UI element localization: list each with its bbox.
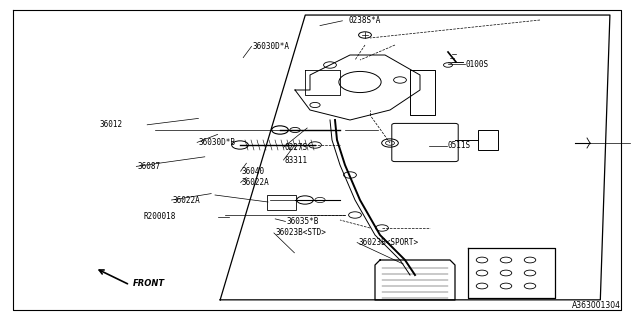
Text: R200018: R200018	[144, 212, 177, 221]
Text: 0227S: 0227S	[285, 143, 308, 152]
Text: FRONT: FRONT	[133, 278, 165, 287]
Text: 36087: 36087	[138, 162, 161, 171]
Text: 0100S: 0100S	[466, 60, 489, 68]
Text: 36022A: 36022A	[173, 196, 200, 204]
Bar	[478, 130, 498, 150]
Text: 36040: 36040	[242, 167, 265, 176]
Text: 36030D*B: 36030D*B	[198, 138, 236, 147]
Text: 0238S*A: 0238S*A	[349, 16, 381, 25]
Text: 36023B<SPORT>: 36023B<SPORT>	[358, 238, 419, 247]
Text: 36022A: 36022A	[242, 178, 269, 187]
Text: 0511S: 0511S	[448, 141, 471, 150]
Text: 83311: 83311	[285, 156, 308, 164]
Text: 36023B<STD>: 36023B<STD>	[275, 228, 326, 237]
Text: A363001304: A363001304	[572, 301, 621, 310]
Text: 36012: 36012	[99, 120, 122, 129]
Text: 36035*B: 36035*B	[287, 217, 319, 226]
Text: 36030D*A: 36030D*A	[253, 42, 290, 51]
